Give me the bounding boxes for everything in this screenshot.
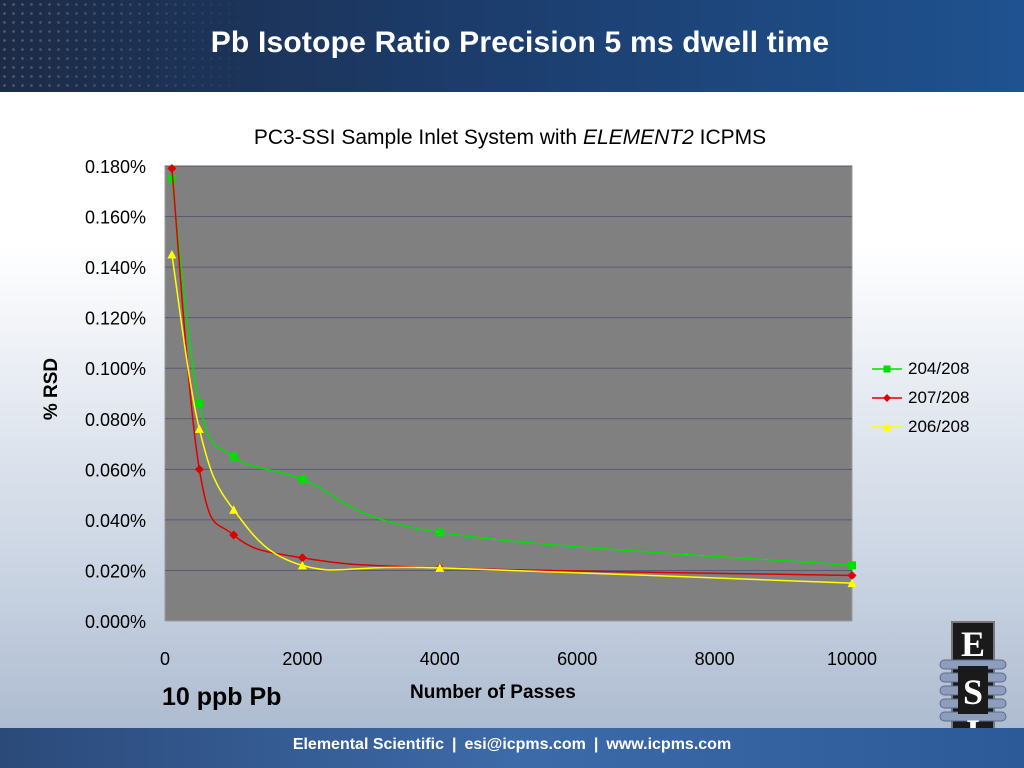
x-tick-label: 2000 bbox=[282, 649, 322, 669]
y-tick-label: 0.020% bbox=[85, 561, 146, 581]
data-point-206-208 bbox=[167, 249, 177, 259]
legend-item: 204/208 bbox=[872, 354, 969, 383]
y-tick-label: 0.080% bbox=[85, 410, 146, 430]
slide-title: Pb Isotope Ratio Precision 5 ms dwell ti… bbox=[210, 26, 830, 59]
legend-marker-207-208 bbox=[872, 393, 902, 402]
legend-label: 204/208 bbox=[908, 358, 970, 378]
data-point-206-208 bbox=[297, 560, 307, 570]
sample-label: 10 ppb Pb bbox=[162, 683, 282, 711]
data-point-207-208 bbox=[229, 530, 239, 540]
legend-label: 206/208 bbox=[908, 416, 970, 436]
x-tick-label: 6000 bbox=[557, 649, 597, 669]
data-point-204-208 bbox=[848, 561, 856, 570]
data-point-206-208 bbox=[229, 505, 239, 514]
y-tick-label: 0.160% bbox=[85, 208, 146, 228]
slide-footer: Elemental Scientific | esi@icpms.com | www.i… bbox=[0, 728, 1024, 768]
y-tick-label: 0.100% bbox=[85, 359, 146, 379]
plot-area bbox=[164, 165, 853, 622]
y-tick-label: 0.120% bbox=[85, 309, 146, 329]
chart-title: PC3-SSI Sample Inlet System with ELEMENT… bbox=[150, 126, 870, 150]
legend-marker-206-208 bbox=[872, 422, 902, 431]
y-tick-label: 0.180% bbox=[85, 157, 146, 177]
legend-marker-204-208 bbox=[872, 365, 902, 372]
footer-company: Elemental Scientific bbox=[292, 736, 444, 753]
x-tick-label: 8000 bbox=[695, 649, 735, 669]
x-axis-label: Number of Passes bbox=[410, 682, 576, 703]
legend-item: 207/208 bbox=[872, 383, 969, 412]
y-tick-label: 0.140% bbox=[85, 258, 146, 278]
data-point-204-208 bbox=[195, 399, 204, 408]
footer-website[interactable]: www.icpms.com bbox=[606, 736, 732, 753]
chart-legend: 204/208 207/208 206/208 bbox=[872, 354, 969, 441]
y-tick-label: 0.040% bbox=[85, 511, 146, 531]
data-point-204-208 bbox=[435, 528, 444, 537]
data-point-207-208 bbox=[297, 553, 307, 563]
chart-title-plain: PC3-SSI Sample Inlet System with bbox=[253, 126, 583, 149]
data-point-204-208 bbox=[229, 452, 238, 461]
series-line-204-208 bbox=[171, 178, 853, 567]
data-point-207-208 bbox=[167, 164, 177, 174]
y-tick-label: 0.000% bbox=[85, 612, 146, 632]
header-dot-pattern bbox=[0, 0, 260, 92]
chart-title-tail: ICPMS bbox=[693, 126, 767, 149]
x-tick-label: 10000 bbox=[827, 649, 877, 669]
data-point-206-208 bbox=[847, 578, 857, 588]
y-tick-label: 0.060% bbox=[85, 460, 146, 480]
logo-letter-s: S bbox=[963, 672, 983, 712]
legend-item: 206/208 bbox=[872, 412, 969, 441]
data-point-207-208 bbox=[847, 571, 857, 580]
data-point-204-208 bbox=[167, 174, 176, 183]
series-line-207-208 bbox=[171, 168, 853, 577]
y-axis-label: % RSD bbox=[41, 357, 62, 421]
legend-label: 207/208 bbox=[908, 387, 970, 407]
data-point-206-208 bbox=[194, 424, 204, 433]
chart-title-italic: ELEMENT2 bbox=[582, 126, 694, 149]
footer-email[interactable]: esi@icpms.com bbox=[464, 736, 586, 753]
x-tick-label: 0 bbox=[160, 649, 170, 669]
data-point-206-208 bbox=[435, 563, 445, 572]
data-point-204-208 bbox=[298, 475, 307, 484]
x-tick-label: 4000 bbox=[420, 649, 460, 669]
logo-letter-e: E bbox=[961, 624, 985, 664]
slide-header: Pb Isotope Ratio Precision 5 ms dwell ti… bbox=[0, 0, 1024, 92]
data-point-207-208 bbox=[194, 464, 204, 474]
